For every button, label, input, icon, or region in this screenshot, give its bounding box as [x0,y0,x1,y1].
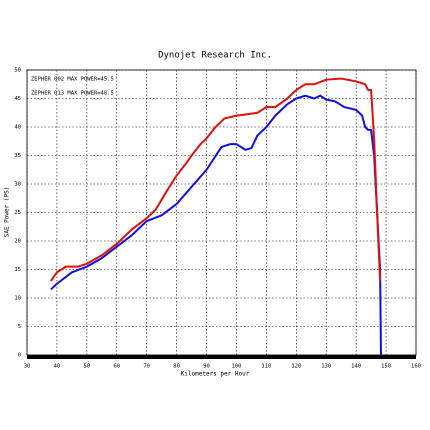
x-tick-label: 60 [113,364,120,370]
legend-entry: ZEPHER 013 MAX POWER=48.5 [31,91,114,97]
x-tick-label: 80 [173,364,180,370]
plot-frame [26,69,417,356]
y-tick-label: 15 [14,267,21,273]
x-tick-label: 70 [143,364,150,370]
chart-title: Dynojet Research Inc. [158,51,272,61]
x-tick-label: 40 [54,364,61,370]
y-tick-label: 35 [14,153,21,159]
y-tick-label: 10 [14,296,21,302]
x-tick-label: 160 [411,364,421,370]
y-tick-label: 40 [14,125,21,131]
x-tick-label: 110 [261,364,271,370]
y-tick-label: 45 [14,96,21,102]
x-tick-label: 100 [231,364,241,370]
x-tick-label: 150 [381,364,391,370]
y-tick-label: 20 [14,239,21,245]
x-tick-label: 50 [84,364,91,370]
y-tick-label: 5 [18,324,21,330]
x-tick-label: 130 [321,364,331,370]
x-axis-bar [27,355,416,359]
x-tick-label: 140 [351,364,361,370]
y-tick-label: 30 [14,182,21,188]
x-tick-label: 90 [203,364,210,370]
legend-entry: ZEPHER 002 MAX POWER=45.5 [31,77,114,83]
x-axis-label: Kilometers per Hour [181,371,250,378]
x-tick-label: 30 [24,364,31,370]
y-tick-label: 25 [14,210,21,216]
y-tick-label: 50 [14,68,21,74]
series-line [50,77,382,282]
series-line [50,94,382,356]
x-tick-label: 120 [291,364,301,370]
y-axis-label: SAE Power (PS) [4,187,11,238]
y-tick-label: 0 [18,353,21,359]
